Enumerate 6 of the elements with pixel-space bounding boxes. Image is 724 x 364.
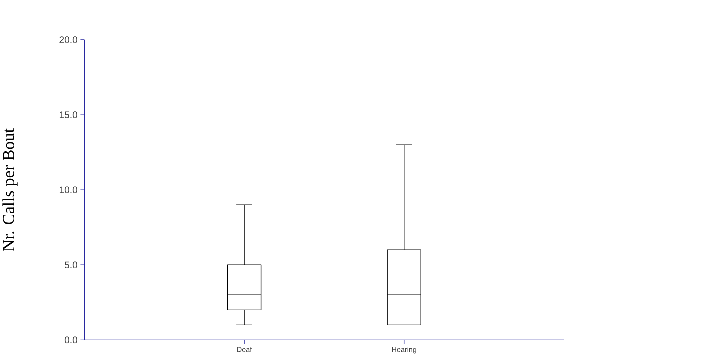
y-axis-title: Nr. Calls per Bout: [2, 128, 18, 252]
y-tick-label: 0.0: [64, 336, 78, 344]
y-tick-label: 5.0: [64, 262, 78, 268]
y-tick-label: 15.0: [60, 112, 78, 118]
y-tick-label: 10.0: [60, 186, 78, 194]
y-tick-label: 20.0: [60, 36, 78, 44]
